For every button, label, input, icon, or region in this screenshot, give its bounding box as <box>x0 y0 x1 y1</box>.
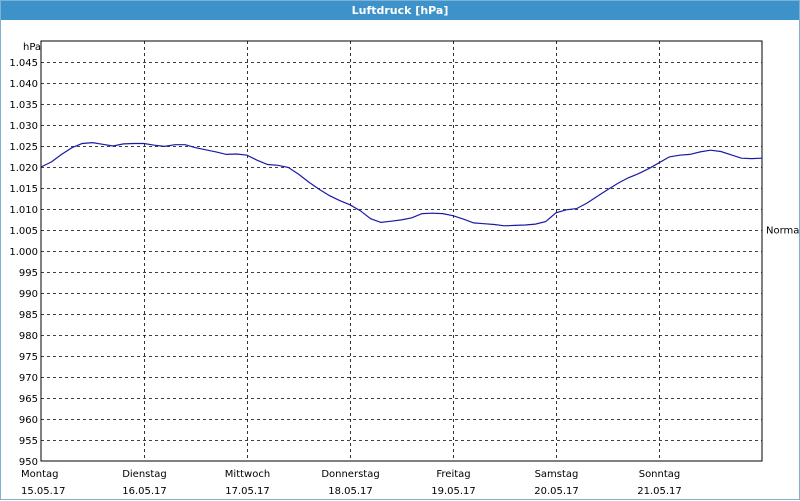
y-tick-label: 970 <box>19 373 38 384</box>
x-tick-day-label: Freitag <box>436 469 470 480</box>
x-tick-day-label: Donnerstag <box>321 469 379 480</box>
x-tick-date-label: 20.05.17 <box>534 486 579 497</box>
x-tick-day-label: Sonntag <box>639 469 681 480</box>
y-tick-label: 980 <box>19 331 38 342</box>
grid-lines <box>41 41 762 461</box>
y-tick-label: 950 <box>19 457 38 468</box>
y-tick-label: 955 <box>19 436 38 447</box>
x-tick-date-label: 17.05.17 <box>225 486 270 497</box>
y-tick-label: 1.040 <box>9 79 38 90</box>
x-tick-day-label: Montag <box>21 469 58 480</box>
y-tick-label: 990 <box>19 289 38 300</box>
x-tick-day-label: Samstag <box>535 469 579 480</box>
y-tick-label: 1.020 <box>9 163 38 174</box>
y-tick-label: 965 <box>19 394 38 405</box>
x-tick-date-label: 16.05.17 <box>122 486 167 497</box>
y-tick-label: 1.030 <box>9 121 38 132</box>
y-tick-label: 1.045 <box>9 58 38 69</box>
normal-reference-label: Normal <box>766 226 800 237</box>
y-tick-label: 1.015 <box>9 184 38 195</box>
y-tick-label: 1.000 <box>9 247 38 258</box>
y-tick-label: 975 <box>19 352 38 363</box>
x-tick-date-label: 15.05.17 <box>21 486 66 497</box>
x-tick-date-label: 19.05.17 <box>431 486 476 497</box>
pressure-series-line <box>40 141 763 227</box>
y-tick-label: 960 <box>19 415 38 426</box>
plot-area <box>40 40 763 462</box>
y-tick-label: 995 <box>19 268 38 279</box>
y-tick-label: 1.010 <box>9 205 38 216</box>
x-tick-day-label: Dienstag <box>122 469 167 480</box>
y-axis-unit: hPa <box>23 42 41 53</box>
y-tick-label: 985 <box>19 310 38 321</box>
window-title: Luftdruck [hPa] <box>1 1 799 20</box>
y-tick-label: 1.005 <box>9 226 38 237</box>
x-tick-labels: Montag 15.05.17 Dienstag 16.05.17 Mittwoch 17… <box>21 469 682 497</box>
y-tick-label: 1.025 <box>9 142 38 153</box>
x-tick-day-label: Mittwoch <box>225 469 270 480</box>
y-tick-label: 1.035 <box>9 100 38 111</box>
y-tick-labels: 1.045 1.040 1.035 1.030 1.025 1.020 1.015 1.010… <box>9 58 38 468</box>
x-tick-date-label: 21.05.17 <box>637 486 682 497</box>
x-tick-date-label: 18.05.17 <box>328 486 373 497</box>
